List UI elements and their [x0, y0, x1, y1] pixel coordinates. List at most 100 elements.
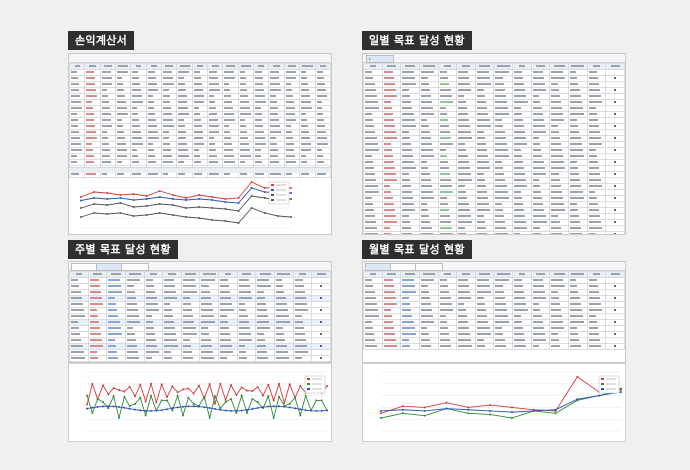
- table-row[interactable]: [69, 159, 331, 166]
- table-row[interactable]: [363, 81, 625, 88]
- cell-value-placeholder: [145, 279, 154, 281]
- monthly-tab-1[interactable]: [365, 263, 393, 271]
- weekly-tab-1[interactable]: [71, 263, 99, 271]
- series-point: [262, 406, 264, 409]
- monthly-tab-3[interactable]: [415, 263, 443, 271]
- table-cell: [549, 343, 570, 350]
- table-row[interactable]: [69, 349, 331, 356]
- cell-value-placeholder: [588, 173, 600, 175]
- table-row[interactable]: [363, 289, 625, 296]
- cell-value-placeholder: [276, 291, 285, 293]
- cell-value-placeholder: [75, 273, 82, 275]
- table-row[interactable]: [363, 201, 625, 208]
- pnl-scrollbar[interactable]: [69, 167, 331, 173]
- table-row[interactable]: [69, 283, 331, 290]
- table-row[interactable]: [69, 355, 331, 362]
- table-row[interactable]: [363, 111, 625, 118]
- table-cell: [143, 355, 164, 362]
- cell-value-placeholder: [301, 125, 308, 127]
- table-row[interactable]: [69, 75, 331, 82]
- cell-value-placeholder: [476, 137, 485, 139]
- table-row[interactable]: [363, 343, 625, 350]
- cell-value-placeholder: [551, 71, 564, 73]
- cell-value-placeholder: [201, 327, 209, 329]
- cell-value-placeholder: [495, 77, 503, 79]
- table-row[interactable]: [363, 313, 625, 320]
- cell-value-placeholder: [536, 273, 546, 275]
- table-row[interactable]: [69, 141, 331, 148]
- cell-value-placeholder: [132, 155, 139, 157]
- table-row[interactable]: [69, 129, 331, 136]
- table-row[interactable]: [363, 283, 625, 290]
- cell-value-placeholder: [89, 297, 103, 299]
- weekly-tab-2[interactable]: [96, 263, 124, 271]
- table-row[interactable]: [69, 319, 331, 326]
- table-row[interactable]: [69, 147, 331, 154]
- cell-value-placeholder: [365, 143, 378, 145]
- cell-value-placeholder: [132, 173, 141, 175]
- cell-value-placeholder: [365, 71, 373, 73]
- cell-value-placeholder: [476, 209, 491, 211]
- cell-value-placeholder: [383, 83, 396, 85]
- cell-value-placeholder: [613, 149, 616, 151]
- table-row[interactable]: [363, 99, 625, 106]
- table-row[interactable]: [363, 69, 625, 76]
- series-point: [185, 216, 187, 218]
- table-row[interactable]: [69, 331, 331, 338]
- cell-value-placeholder: [145, 357, 152, 359]
- cell-value-placeholder: [209, 71, 217, 73]
- daily-date-select[interactable]: ▾: [366, 55, 394, 63]
- series-point: [230, 409, 232, 412]
- cell-value-placeholder: [365, 209, 375, 211]
- cell-value-placeholder: [588, 221, 601, 223]
- cell-value-placeholder: [383, 161, 394, 163]
- table-row[interactable]: [69, 325, 331, 332]
- table-row[interactable]: [363, 231, 625, 234]
- series-point: [310, 409, 312, 412]
- cell-value-placeholder: [182, 297, 191, 299]
- cell-value-placeholder: [240, 65, 252, 67]
- cell-value-placeholder: [588, 285, 599, 287]
- cell-value-placeholder: [89, 309, 97, 311]
- legend-swatch: [271, 189, 274, 191]
- cell-value-placeholder: [476, 125, 491, 127]
- table-row[interactable]: [363, 319, 625, 326]
- table-row[interactable]: [69, 105, 331, 112]
- cell-value-placeholder: [201, 315, 214, 317]
- monthly-tab-2[interactable]: [390, 263, 418, 271]
- cell-value-placeholder: [164, 285, 175, 287]
- table-row[interactable]: [363, 87, 625, 94]
- cell-value-placeholder: [145, 309, 159, 311]
- weekly-tab-3[interactable]: [121, 263, 149, 271]
- cell-value-placeholder: [257, 297, 265, 299]
- table-cell: [381, 231, 402, 234]
- table-row[interactable]: [69, 69, 331, 76]
- series-point: [96, 405, 99, 408]
- cell-value-placeholder: [224, 113, 234, 115]
- table-row[interactable]: [363, 159, 625, 166]
- table-row[interactable]: [69, 295, 331, 302]
- series-point: [224, 401, 227, 404]
- cell-value-placeholder: [226, 65, 235, 67]
- cell-value-placeholder: [439, 155, 447, 157]
- cell-value-placeholder: [147, 131, 158, 133]
- cell-value-placeholder: [238, 357, 248, 359]
- cell-value-placeholder: [570, 209, 579, 211]
- cell-value-placeholder: [71, 303, 83, 305]
- table-row[interactable]: [69, 117, 331, 124]
- cell-value-placeholder: [209, 149, 216, 151]
- cell-value-placeholder: [588, 227, 602, 229]
- cell-value-placeholder: [164, 303, 171, 305]
- cell-value-placeholder: [224, 119, 235, 121]
- series-point: [554, 408, 557, 411]
- table-row[interactable]: [69, 99, 331, 106]
- table-row[interactable]: [69, 153, 331, 160]
- cell-value-placeholder: [420, 131, 430, 133]
- table-cell: [456, 231, 476, 234]
- cell-value-placeholder: [238, 315, 248, 317]
- table-row[interactable]: [363, 295, 625, 302]
- cell-value-placeholder: [163, 161, 173, 163]
- table-row[interactable]: [69, 277, 331, 284]
- table-row[interactable]: [363, 337, 625, 344]
- table-row[interactable]: [363, 123, 625, 130]
